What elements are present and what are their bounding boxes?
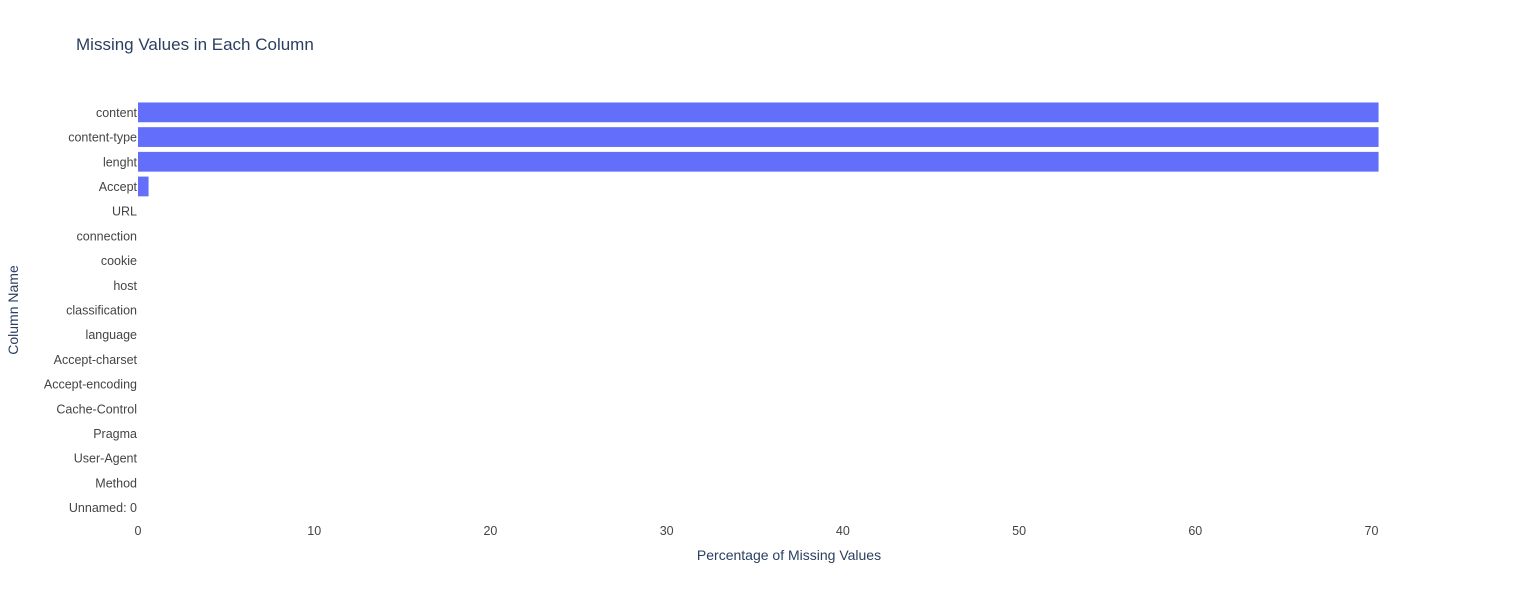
y-tick-label: content-type <box>68 131 137 145</box>
y-tick-label: Accept-charset <box>54 353 138 367</box>
x-tick-label: 30 <box>660 524 674 538</box>
y-axis-title: Column Name <box>5 265 21 355</box>
x-tick-label: 70 <box>1365 524 1379 538</box>
y-tick-label: classification <box>66 304 137 318</box>
y-tick-label: User-Agent <box>74 452 138 466</box>
y-tick-label: language <box>86 328 137 342</box>
y-tick-label: connection <box>77 229 138 243</box>
chart-title: Missing Values in Each Column <box>76 35 314 54</box>
y-tick-label: content <box>96 106 138 120</box>
y-tick-label: Accept-encoding <box>44 378 137 392</box>
bar-lenght[interactable] <box>138 151 1379 172</box>
y-tick-label: URL <box>112 205 137 219</box>
x-axis-title: Percentage of Missing Values <box>697 547 881 563</box>
y-tick-label: Unnamed: 0 <box>69 501 137 515</box>
y-tick-labels: Unnamed: 0 Method User-Agent Pragma Cache-Co… <box>44 106 138 515</box>
bar-content-type[interactable] <box>138 127 1379 147</box>
bars-group <box>138 102 1379 197</box>
bar-accept[interactable] <box>138 176 149 197</box>
y-tick-label: Accept <box>99 180 138 194</box>
x-tick-labels: 0 10 20 30 40 50 60 70 <box>135 524 1379 538</box>
y-tick-label: host <box>113 279 137 293</box>
y-tick-label: cookie <box>101 254 137 268</box>
x-tick-label: 10 <box>307 524 321 538</box>
y-tick-label: Cache-Control <box>56 402 137 416</box>
y-tick-label: Method <box>95 476 137 490</box>
y-tick-label: lenght <box>103 155 138 169</box>
x-tick-label: 0 <box>135 524 142 538</box>
bar-content[interactable] <box>138 102 1379 123</box>
x-tick-label: 50 <box>1012 524 1026 538</box>
y-tick-label: Pragma <box>93 427 137 441</box>
x-tick-label: 60 <box>1188 524 1202 538</box>
x-tick-label: 20 <box>483 524 497 538</box>
x-tick-label: 40 <box>836 524 850 538</box>
